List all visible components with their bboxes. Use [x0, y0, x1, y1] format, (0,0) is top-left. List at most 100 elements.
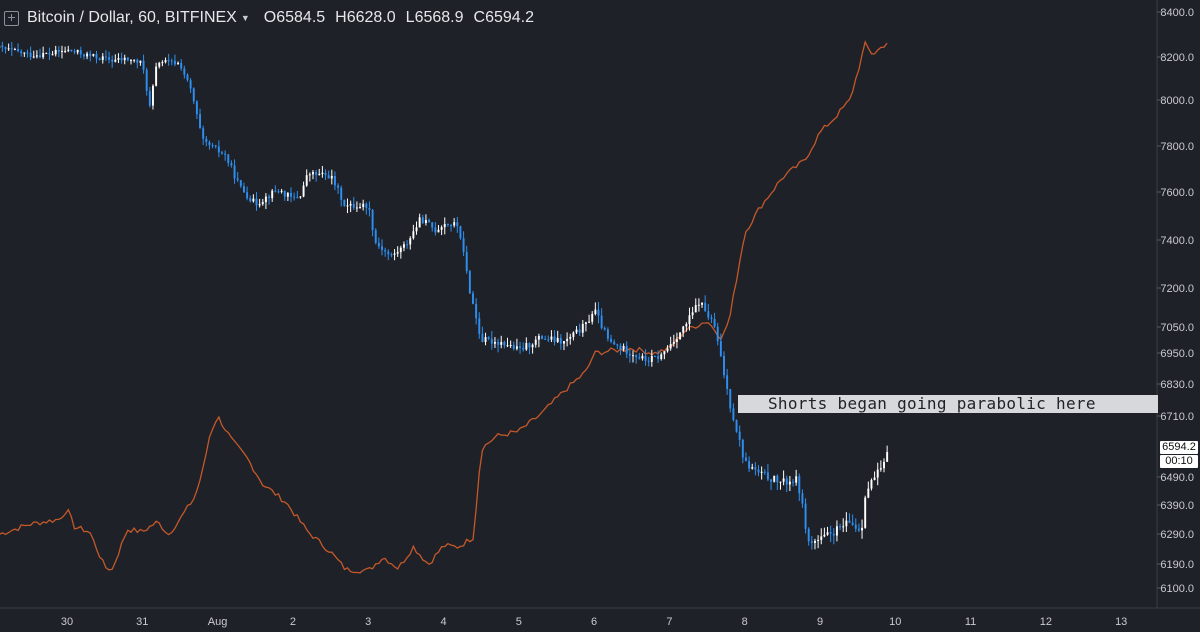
candle-body	[842, 526, 845, 528]
y-tick-label: 6290.0	[1160, 529, 1194, 541]
x-tick-label: Aug	[208, 616, 228, 628]
candle-body	[155, 66, 158, 86]
x-tick-label: 2	[290, 616, 296, 628]
candle-body	[876, 469, 879, 478]
candle-body	[465, 251, 468, 272]
candle-body	[13, 49, 16, 51]
candle-body	[333, 176, 336, 186]
candle-body	[832, 533, 835, 536]
candle-body	[650, 356, 653, 362]
candle-body	[352, 203, 355, 208]
candle-body	[186, 74, 189, 81]
candle-body	[73, 51, 76, 53]
candle-body	[697, 304, 700, 306]
candle-body	[377, 242, 380, 247]
high-value: H6628.0	[335, 9, 396, 26]
candle-body	[101, 56, 104, 61]
candle-body	[368, 207, 371, 210]
candle-body	[610, 338, 613, 342]
candle-body	[384, 250, 387, 252]
candle-body	[770, 479, 773, 482]
candle-body	[343, 199, 346, 206]
candle-body	[726, 375, 729, 389]
candle-body	[402, 244, 405, 248]
candle-body	[42, 53, 45, 58]
candle-body	[857, 528, 860, 531]
candle-body	[829, 532, 832, 534]
candle-body	[500, 342, 503, 345]
candle-body	[450, 225, 453, 227]
candle-body	[638, 357, 641, 359]
candle-body	[754, 467, 757, 470]
last-price-label: 6594.2	[1160, 440, 1198, 454]
candle-body	[814, 540, 816, 543]
candle-body	[459, 226, 462, 239]
x-tick-label: 30	[61, 616, 73, 628]
time-axis: 30 31 Aug 2 3 4 5 6 7 8 9 10 11 12 13	[61, 616, 1127, 628]
candle-body	[406, 244, 409, 246]
candle-body	[854, 524, 857, 529]
candle-body	[268, 196, 271, 199]
candle-body	[669, 343, 672, 349]
candle-body	[145, 69, 148, 91]
candle-body	[600, 315, 603, 329]
overlay-line	[0, 40, 888, 574]
candle-body	[126, 57, 129, 61]
candle-body	[553, 336, 556, 342]
candle-body	[283, 190, 286, 197]
x-tick-label: 10	[889, 616, 901, 628]
candle-body	[290, 192, 292, 197]
candle-body	[173, 60, 176, 65]
expand-icon[interactable]	[4, 10, 19, 26]
candle-body	[123, 57, 126, 61]
candle-body	[236, 178, 239, 181]
candle-body	[581, 323, 584, 333]
candle-body	[575, 329, 578, 333]
candle-body	[409, 238, 412, 245]
candle-body	[848, 520, 851, 523]
y-tick-label: 6950.0	[1160, 348, 1194, 360]
candle-body	[835, 526, 838, 536]
candle-body	[870, 479, 873, 489]
candle-body	[130, 60, 132, 62]
annotation-label[interactable]: Shorts began going parabolic here	[738, 395, 1158, 413]
candle-body	[221, 152, 223, 154]
candle-body	[563, 341, 565, 344]
candle-body	[807, 528, 810, 542]
x-tick-label: 12	[1040, 616, 1052, 628]
candle-body	[694, 305, 697, 313]
candle-body	[242, 186, 245, 193]
candle-body	[302, 185, 305, 197]
candle-body	[509, 345, 512, 347]
candle-body	[202, 128, 205, 139]
candle-body	[867, 488, 870, 498]
candle-body	[355, 207, 358, 209]
y-tick-label: 8000.0	[1160, 95, 1194, 107]
candle-body	[1, 45, 4, 48]
candle-body	[428, 220, 431, 223]
candle-body	[515, 346, 518, 349]
candle-body	[76, 50, 79, 53]
candle-body	[280, 190, 283, 192]
candle-body	[337, 185, 340, 188]
candle-body	[346, 205, 349, 207]
x-tick-label: 6	[591, 616, 597, 628]
candle-body	[773, 475, 776, 482]
candle-body	[597, 309, 600, 316]
candle-body	[512, 345, 515, 349]
candle-body	[845, 520, 848, 527]
candle-body	[798, 476, 801, 494]
chevron-down-icon[interactable]: ▼	[240, 13, 250, 23]
candle-body	[647, 360, 650, 362]
candle-body	[7, 48, 10, 50]
candle-body	[64, 50, 67, 52]
candle-body	[685, 323, 688, 327]
candle-body	[741, 439, 744, 458]
x-tick-label: 13	[1115, 616, 1127, 628]
candle-body	[293, 196, 296, 198]
symbol-title[interactable]: Bitcoin / Dollar, 60, BITFINEX	[27, 9, 237, 26]
candle-body	[249, 198, 252, 202]
candle-body	[584, 322, 587, 324]
candle-body	[478, 318, 481, 334]
